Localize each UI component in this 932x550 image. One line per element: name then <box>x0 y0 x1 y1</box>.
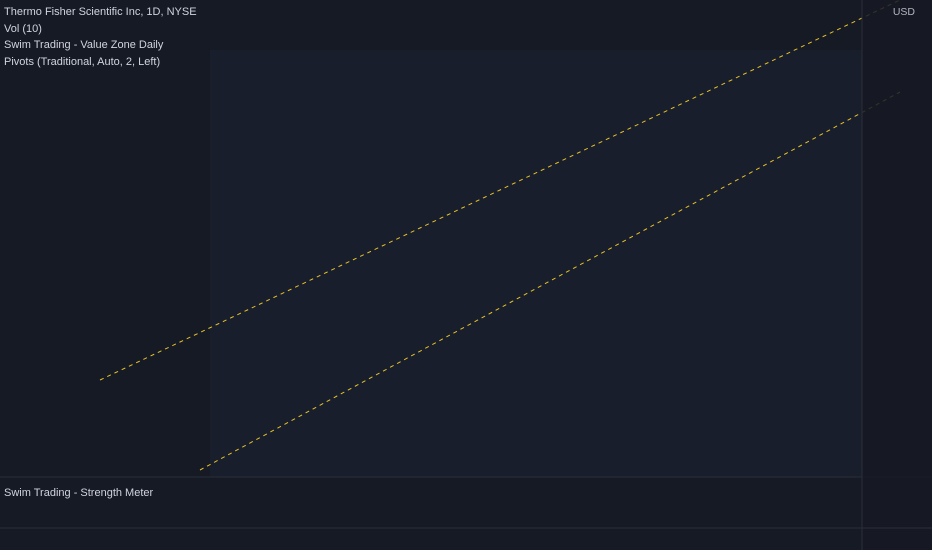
strength-title: Swim Trading - Strength Meter <box>4 487 154 499</box>
indicator: Vol (10) <box>4 23 42 35</box>
channel-upper <box>99 0 901 381</box>
indicator: Swim Trading - Value Zone Daily <box>4 39 164 51</box>
title: Thermo Fisher Scientific Inc, 1D, NYSE <box>4 6 197 18</box>
session-shade <box>210 50 862 477</box>
indicator: Pivots (Traditional, Auto, 2, Left) <box>4 56 160 68</box>
currency: USD <box>893 6 916 18</box>
price-axis-bg <box>862 0 932 550</box>
